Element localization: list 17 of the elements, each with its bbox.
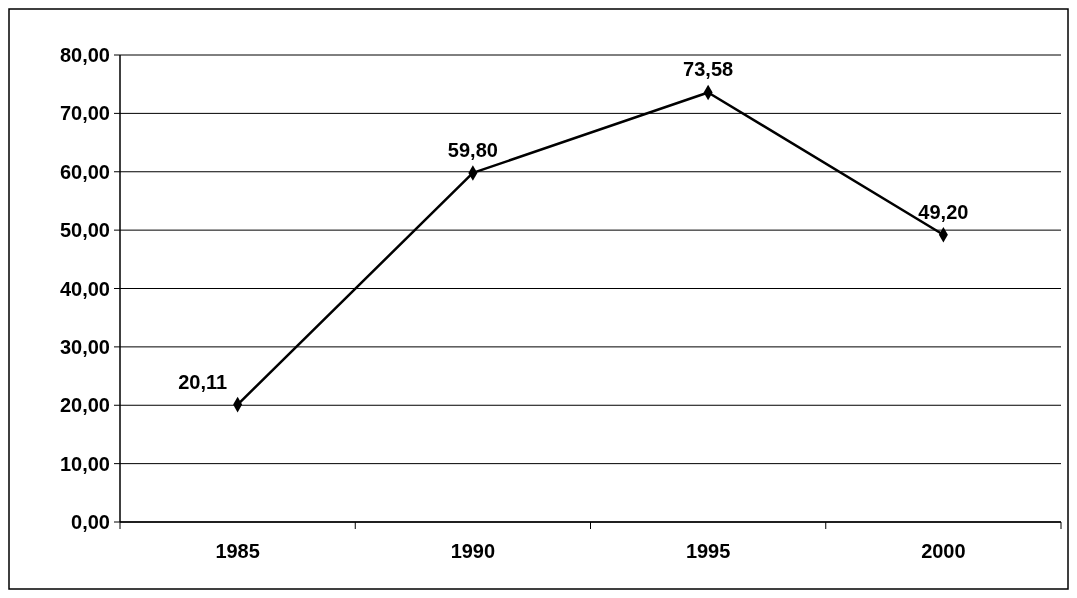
y-tick-label: 30,00: [59, 335, 110, 358]
x-tick-label: 1995: [685, 540, 731, 562]
y-tick-label: 0,00: [71, 511, 110, 533]
data-label: 59,80: [447, 138, 498, 161]
y-tick-label: 80,00: [59, 44, 110, 66]
y-tick-label: 70,00: [59, 102, 110, 125]
x-tick-label: 2000: [921, 540, 966, 562]
data-label: 49,20: [918, 200, 969, 223]
y-tick-label: 40,00: [59, 277, 110, 300]
data-label: 73,58: [683, 58, 734, 81]
data-label: 20,11: [178, 370, 228, 393]
x-tick-label: 1990: [450, 540, 496, 562]
x-tick-label: 1985: [215, 540, 260, 562]
y-tick-label: 20,00: [59, 394, 110, 417]
y-tick-label: 60,00: [59, 160, 110, 183]
y-tick-label: 50,00: [59, 219, 110, 242]
y-tick-label: 10,00: [59, 452, 110, 475]
